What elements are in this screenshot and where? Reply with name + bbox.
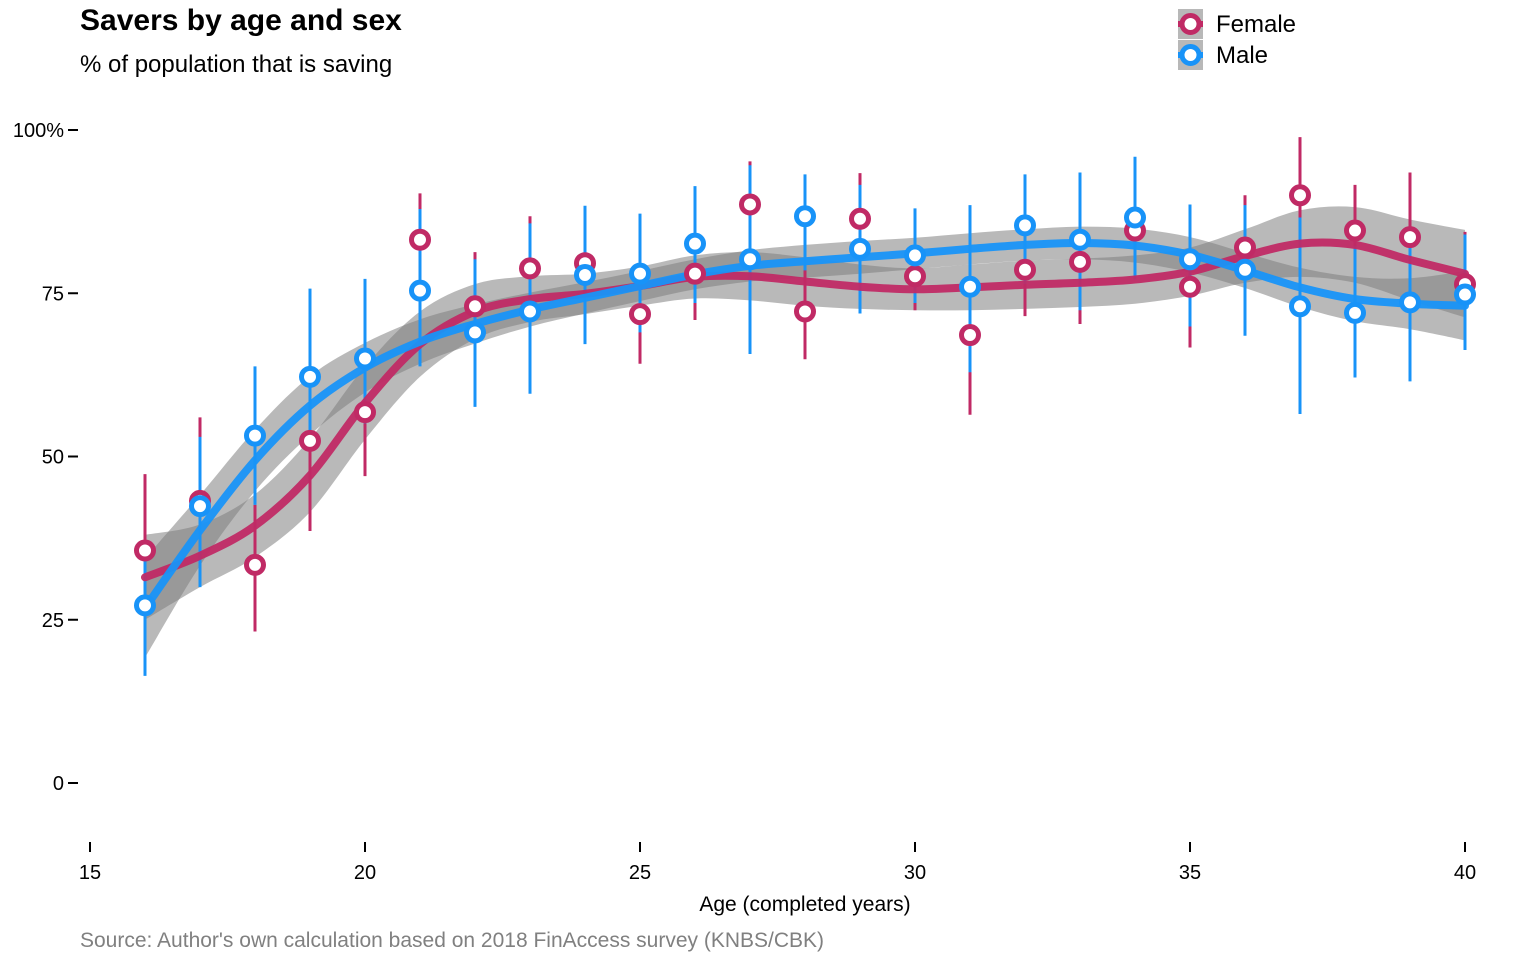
- female-point: [1399, 226, 1421, 249]
- y-tick-label: 25: [42, 610, 64, 632]
- male-point: [1289, 295, 1311, 318]
- legend-marker-female: [1179, 13, 1202, 35]
- female-point: [959, 324, 981, 347]
- male-point: [794, 205, 816, 228]
- female-point: [1069, 250, 1091, 273]
- x-axis-title: Age (completed years): [699, 893, 910, 916]
- female-point: [739, 193, 761, 216]
- female-point: [354, 401, 376, 424]
- female-point: [299, 429, 321, 452]
- female-point: [244, 553, 266, 576]
- male-point: [1344, 301, 1366, 324]
- male-point: [519, 300, 541, 323]
- x-axis: 15 20 25 30 35 40: [79, 842, 1476, 884]
- male-point: [1179, 248, 1201, 271]
- x-tick-label: 35: [1179, 862, 1201, 884]
- male-point: [904, 244, 926, 267]
- y-tick-label: 0: [53, 773, 64, 795]
- x-tick-label: 30: [904, 862, 926, 884]
- female-point: [409, 228, 431, 251]
- male-point: [959, 275, 981, 298]
- x-tick-label: 15: [79, 862, 101, 884]
- y-tick-label: 100%: [13, 120, 64, 142]
- female-point: [794, 300, 816, 323]
- female-point: [1289, 184, 1311, 207]
- female-point: [904, 265, 926, 288]
- male-point: [629, 262, 651, 285]
- female-point: [1014, 258, 1036, 281]
- male-point: [1399, 291, 1421, 314]
- male-point: [739, 248, 761, 271]
- male-point: [244, 424, 266, 447]
- y-tick-label: 75: [42, 283, 64, 305]
- x-tick-label: 20: [354, 862, 376, 884]
- male-point: [464, 321, 486, 344]
- legend-label-female: Female: [1216, 11, 1296, 38]
- female-point: [629, 303, 651, 326]
- male-point: [1454, 283, 1476, 306]
- male-point: [299, 365, 321, 388]
- male-point: [189, 495, 211, 518]
- y-tick-label: 50: [42, 447, 64, 469]
- female-point: [519, 257, 541, 280]
- female-point: [464, 295, 486, 318]
- female-point: [849, 207, 871, 230]
- male-point: [1069, 228, 1091, 251]
- data-points: [134, 184, 1476, 617]
- male-point: [574, 263, 596, 286]
- male-point: [354, 347, 376, 370]
- male-point: [849, 237, 871, 260]
- x-tick-label: 25: [629, 862, 651, 884]
- female-point: [1344, 219, 1366, 242]
- female-point: [134, 539, 156, 562]
- legend-label-male: Male: [1216, 42, 1268, 69]
- male-point: [684, 232, 706, 255]
- female-point: [1179, 275, 1201, 298]
- male-point: [409, 279, 431, 302]
- male-point: [134, 594, 156, 617]
- male-point: [1234, 258, 1256, 281]
- chart-subtitle: % of population that is saving: [80, 51, 393, 78]
- female-point: [1234, 236, 1256, 259]
- legend: Female Male: [1178, 9, 1296, 70]
- x-tick-label: 40: [1454, 862, 1476, 884]
- male-point: [1124, 206, 1146, 229]
- male-point: [1014, 214, 1036, 237]
- chart-title: Savers by age and sex: [80, 4, 402, 37]
- chart-caption: Source: Author's own calculation based o…: [80, 929, 825, 952]
- y-axis: 0 25 50 75 100%: [13, 120, 78, 795]
- legend-marker-male: [1179, 44, 1202, 66]
- female-point: [684, 262, 706, 285]
